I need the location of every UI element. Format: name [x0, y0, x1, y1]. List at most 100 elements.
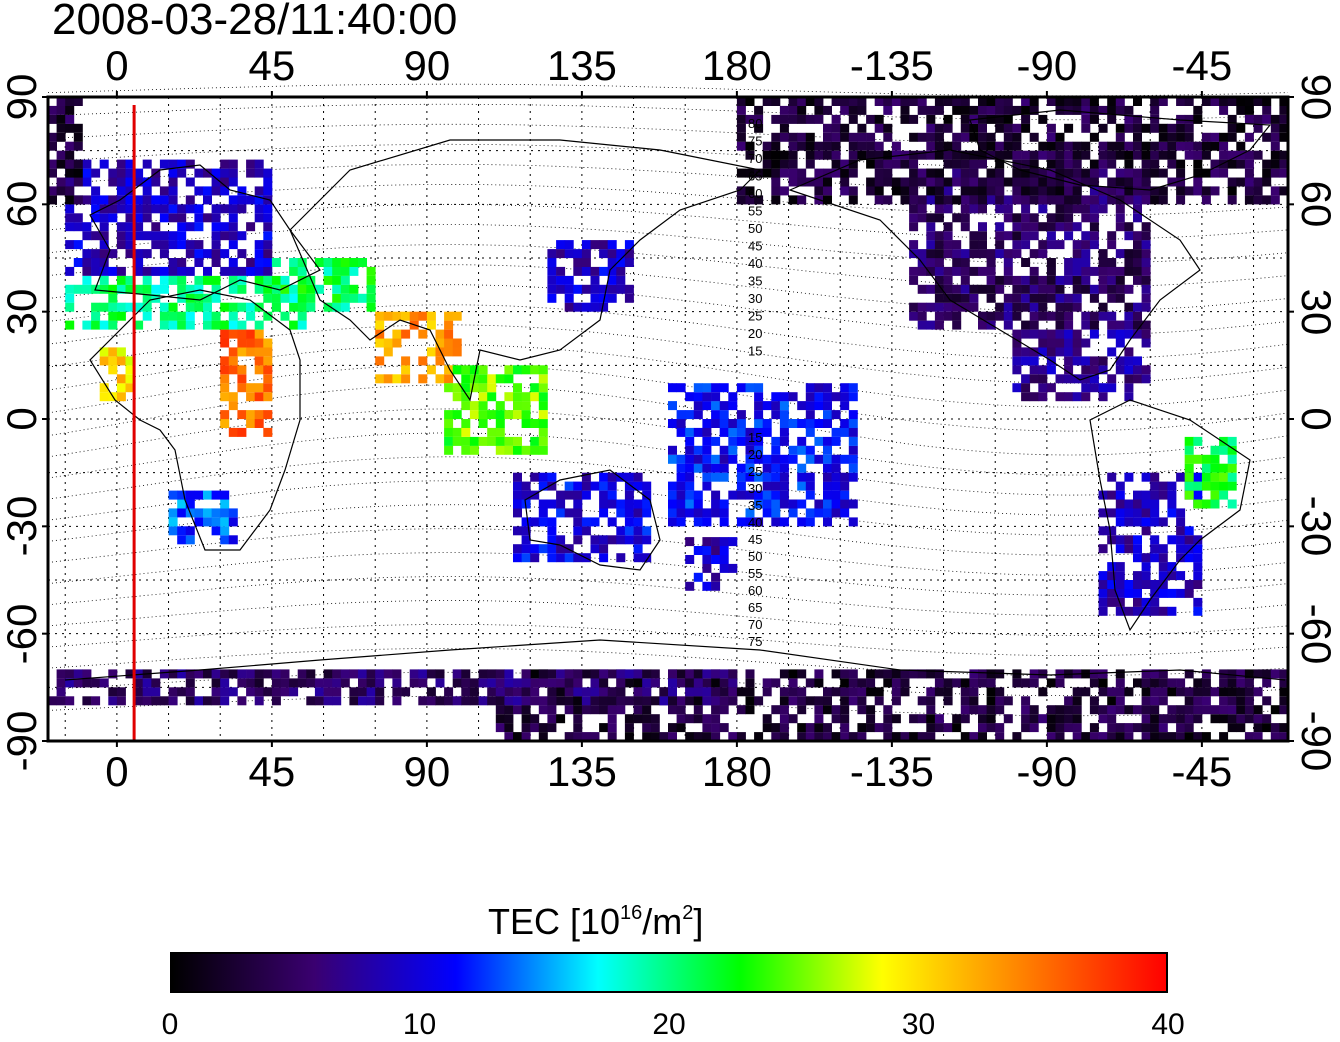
tec-cell — [1244, 714, 1254, 724]
tec-cell — [1115, 508, 1125, 518]
tec-cell — [995, 284, 1005, 294]
tec-cell — [1244, 97, 1254, 106]
tec-cell — [719, 517, 729, 527]
tec-cell — [452, 383, 462, 393]
tec-cell — [116, 222, 126, 232]
tec-cell — [556, 669, 566, 679]
tec-cell — [547, 714, 557, 724]
tec-cell — [246, 329, 256, 339]
tec-cell — [1021, 678, 1031, 688]
tec-cell — [547, 472, 557, 482]
tec-cell — [48, 114, 57, 124]
tec-cell — [513, 436, 522, 446]
tec-cell — [1158, 150, 1168, 160]
tec-cell — [65, 123, 75, 133]
tec-cell — [788, 687, 798, 697]
tec-cell — [263, 275, 273, 285]
tec-cell — [762, 678, 772, 688]
tec-cell — [504, 410, 514, 420]
tec-cell — [1003, 714, 1013, 724]
tec-cell — [1270, 114, 1280, 124]
top-tick-label: 180 — [701, 42, 772, 89]
tec-cell — [624, 696, 634, 706]
tec-cell — [1072, 696, 1082, 706]
tec-cell — [99, 258, 109, 267]
tec-cell — [513, 401, 522, 411]
tec-cell — [926, 231, 936, 241]
tec-cell — [530, 723, 540, 733]
bottom-tick-label: 45 — [248, 748, 296, 795]
tec-cell — [452, 696, 462, 706]
tec-cell — [366, 284, 376, 294]
tec-cell — [926, 284, 936, 294]
tec-cell — [547, 553, 557, 563]
tec-cell — [840, 723, 850, 733]
tec-cell — [538, 499, 548, 509]
tec-cell — [263, 258, 273, 267]
contour-label: 75 — [748, 634, 762, 649]
tec-cell — [1219, 687, 1229, 697]
tec-cell — [211, 517, 221, 527]
tec-cell — [263, 356, 273, 366]
tec-cell — [1150, 597, 1160, 607]
tec-cell — [1193, 472, 1203, 482]
tec-cell — [952, 168, 962, 178]
tec-cell — [581, 490, 591, 500]
tec-cell — [1124, 329, 1134, 339]
tec-cell — [220, 374, 230, 384]
tec-cell — [960, 204, 970, 214]
tec-cell — [599, 266, 609, 276]
tec-cell — [48, 696, 57, 706]
tec-cell — [228, 347, 238, 357]
tec-cell — [676, 490, 686, 500]
tec-cell — [1201, 687, 1211, 697]
tec-cell — [108, 177, 118, 187]
tec-cell — [624, 714, 634, 724]
tec-cell — [728, 454, 738, 464]
tec-cell — [1038, 311, 1048, 321]
tec-cell — [685, 472, 695, 482]
tec-cell — [1227, 705, 1237, 715]
tec-cell — [702, 714, 712, 724]
tec-cell — [1055, 240, 1065, 250]
tec-cell — [108, 168, 118, 178]
tec-cell — [788, 150, 798, 160]
tec-cell — [1210, 132, 1220, 142]
tec-cell — [607, 472, 617, 482]
tec-cell — [676, 472, 686, 482]
tec-cell — [1046, 732, 1056, 742]
tec-cell — [1115, 678, 1125, 688]
tec-cell — [1029, 374, 1039, 384]
tec-cell — [1098, 526, 1108, 536]
tec-cell — [271, 258, 281, 267]
tec-cell — [659, 732, 669, 742]
tec-cell — [65, 159, 75, 169]
tec-cell — [409, 311, 419, 321]
tec-cell — [142, 186, 152, 196]
tec-cell — [228, 365, 238, 375]
tec-cell — [1176, 678, 1186, 688]
tec-cell — [1193, 606, 1203, 616]
tec-cell — [1115, 284, 1125, 294]
tec-cell — [805, 97, 815, 106]
tec-cell — [1124, 320, 1134, 330]
tec-cell — [1064, 150, 1074, 160]
tec-cell — [116, 186, 126, 196]
tec-cell — [797, 177, 807, 187]
tec-cell — [891, 141, 901, 151]
tec-cell — [702, 445, 712, 455]
tec-cell — [1210, 472, 1220, 482]
tec-cell — [194, 249, 204, 259]
tec-cell — [1029, 705, 1039, 715]
tec-cell — [754, 499, 764, 509]
tec-cell — [788, 168, 798, 178]
tec-cell — [203, 302, 212, 312]
tec-cell — [1021, 696, 1031, 706]
left-tick-label: -30 — [0, 495, 45, 557]
tec-cell — [487, 410, 497, 420]
tec-cell — [134, 168, 144, 178]
tec-cell — [874, 114, 884, 124]
frame-tick — [1288, 525, 1294, 528]
tec-cell — [263, 168, 273, 178]
tec-cell — [1244, 732, 1254, 742]
